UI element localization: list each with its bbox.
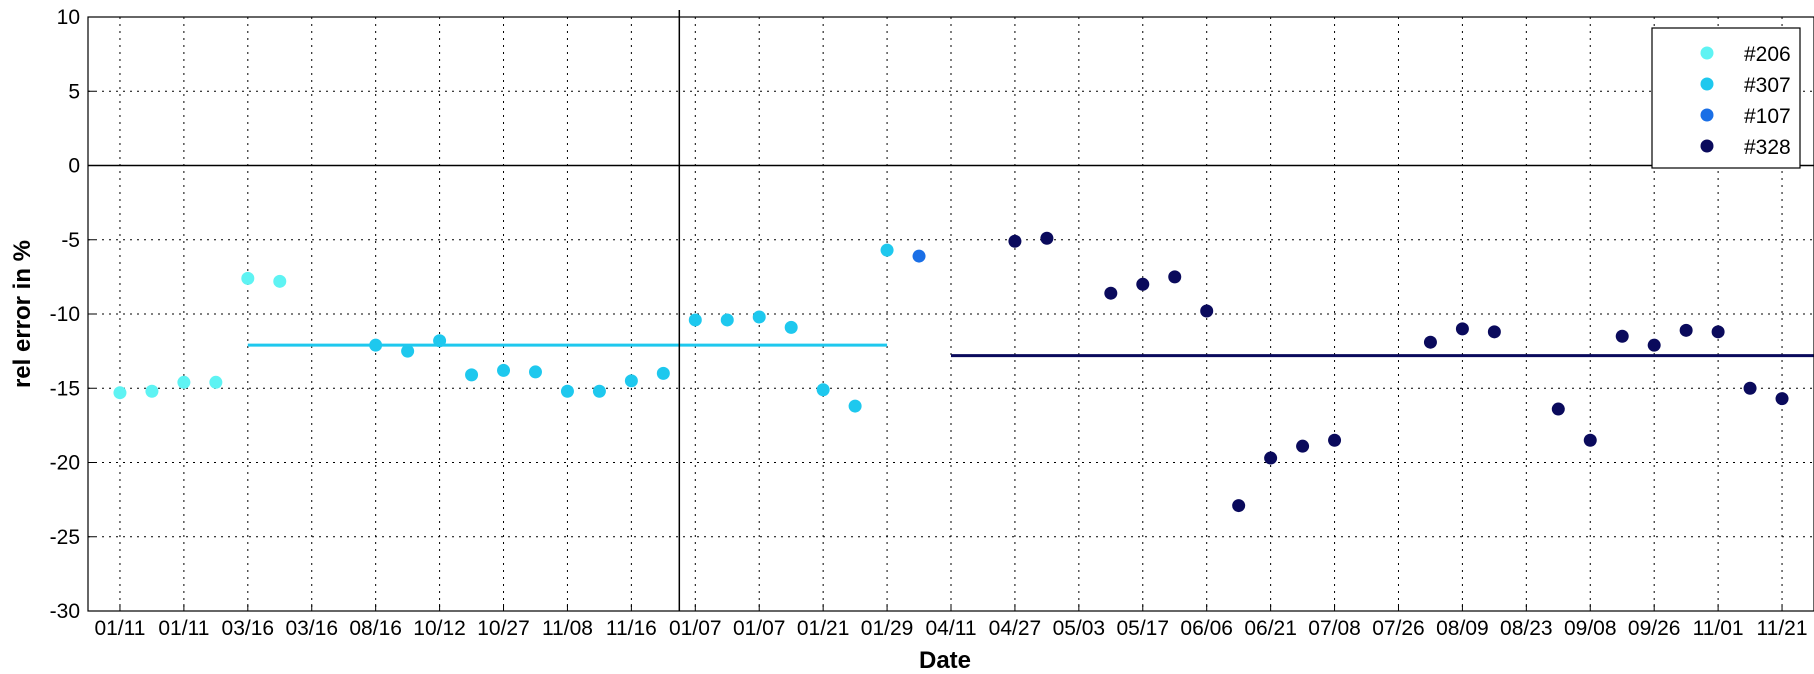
data-point	[1104, 286, 1118, 300]
data-point	[1232, 499, 1246, 513]
data-point	[912, 249, 926, 263]
x-tick-label: 10/27	[477, 617, 530, 640]
x-tick-label: 10/12	[413, 617, 466, 640]
y-tick-label: 10	[57, 6, 80, 29]
x-tick-label: 01/07	[733, 617, 786, 640]
data-point	[848, 399, 862, 413]
x-axis-label: Date	[919, 647, 971, 674]
data-point	[1583, 433, 1597, 447]
x-tick-label: 01/21	[797, 617, 850, 640]
x-tick-label: 04/11	[926, 617, 977, 640]
data-point	[1679, 323, 1693, 337]
y-axis-label: rel error in %	[9, 240, 36, 388]
data-point	[592, 384, 606, 398]
data-point	[401, 344, 415, 358]
data-point	[656, 366, 670, 380]
legend-marker	[1700, 108, 1714, 122]
data-points	[113, 231, 1789, 513]
data-point	[720, 313, 734, 327]
x-tick-label: 11/16	[606, 617, 657, 640]
data-point	[1711, 325, 1725, 339]
data-point	[497, 363, 511, 377]
y-tick-label: 0	[68, 155, 80, 178]
data-point	[273, 274, 287, 288]
x-tick-label: 01/29	[861, 617, 914, 640]
legend-label: #206	[1744, 43, 1791, 66]
data-point	[113, 386, 127, 400]
data-point	[1423, 335, 1437, 349]
x-tick-label: 07/08	[1308, 617, 1361, 640]
x-tick-label: 08/09	[1436, 617, 1489, 640]
x-tick-label: 05/17	[1116, 617, 1169, 640]
data-point	[1487, 325, 1501, 339]
y-tick-label: 5	[68, 80, 80, 103]
reference-lines	[88, 10, 1814, 611]
x-tick-label: 01/11	[158, 617, 209, 640]
y-tick-label: -10	[50, 303, 80, 326]
x-tick-label: 06/21	[1244, 617, 1297, 640]
legend-label: #328	[1744, 136, 1791, 159]
x-tick-label: 11/08	[542, 617, 593, 640]
data-point	[145, 384, 159, 398]
data-point	[1328, 433, 1342, 447]
x-tick-label: 07/26	[1372, 617, 1425, 640]
data-point	[369, 338, 383, 352]
x-tick-label: 04/27	[989, 617, 1042, 640]
x-tick-label: 09/26	[1628, 617, 1681, 640]
data-point	[1136, 277, 1150, 291]
data-point	[1743, 381, 1757, 395]
data-point	[560, 384, 574, 398]
data-point	[177, 375, 191, 389]
y-axis-ticks: 10 5 0 -5 -10 -15 -20 -25 -30	[50, 6, 95, 623]
data-point	[465, 368, 479, 382]
x-tick-label: 01/07	[669, 617, 722, 640]
legend-label: #307	[1744, 74, 1791, 97]
data-point	[752, 310, 766, 324]
data-point	[528, 365, 542, 379]
x-tick-label: 11/21	[1757, 617, 1808, 640]
data-point	[1168, 270, 1182, 284]
legend-box	[1651, 27, 1801, 169]
data-point	[209, 375, 223, 389]
legend-marker	[1700, 46, 1714, 60]
legend-marker	[1700, 77, 1714, 91]
legend-label: #107	[1744, 105, 1791, 128]
data-point	[784, 320, 798, 334]
data-point	[1551, 402, 1565, 416]
x-tick-label: 03/16	[222, 617, 275, 640]
data-point	[816, 383, 830, 397]
x-tick-label: 08/16	[349, 617, 402, 640]
data-point	[1647, 338, 1661, 352]
x-tick-label: 06/06	[1180, 617, 1233, 640]
x-tick-label: 05/03	[1053, 617, 1106, 640]
x-tick-label: 08/23	[1500, 617, 1553, 640]
y-tick-label: -30	[50, 600, 80, 623]
data-point	[1455, 322, 1469, 336]
y-tick-label: -20	[50, 452, 80, 475]
x-tick-label: 01/11	[94, 617, 145, 640]
x-tick-label: 03/16	[285, 617, 338, 640]
legend: #206 #307 #107 #328	[1651, 27, 1801, 169]
y-tick-label: -5	[61, 229, 80, 252]
legend-marker	[1700, 139, 1714, 153]
data-point	[1775, 392, 1789, 406]
data-point	[1200, 304, 1214, 318]
x-tick-label: 09/08	[1564, 617, 1617, 640]
data-point	[688, 313, 702, 327]
data-point	[1615, 329, 1629, 343]
data-point	[1296, 439, 1310, 453]
data-point	[1040, 231, 1054, 245]
data-point	[1008, 234, 1022, 248]
data-point	[1264, 451, 1278, 465]
x-tick-label: 11/01	[1693, 617, 1744, 640]
data-point	[241, 271, 255, 285]
data-point	[880, 243, 894, 257]
data-point	[433, 334, 447, 348]
y-tick-label: -15	[50, 377, 80, 400]
x-axis-ticks: 01/11 01/11 03/16 03/16 08/16 10/12 10/27 11/08…	[94, 604, 1808, 640]
data-point	[624, 374, 638, 388]
y-tick-label: -25	[50, 526, 80, 549]
